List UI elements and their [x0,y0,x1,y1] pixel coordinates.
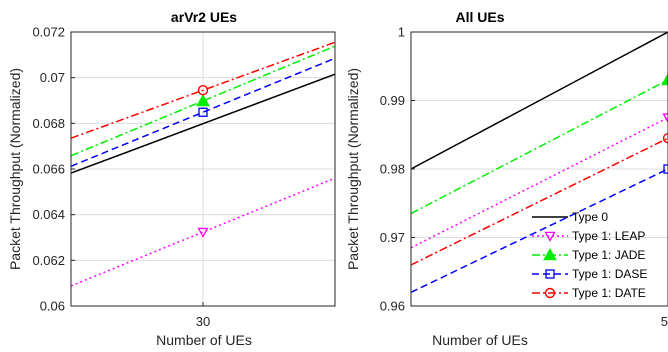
chart-right-series-type-1-leap [411,116,668,249]
legend-label-type-1-leap: Type 1: LEAP [572,229,645,243]
chart-left-marker-type-1-jade [196,93,210,107]
legend-marker-type-1-dase [545,269,555,279]
chart-right-xtick-label: 50 [661,314,668,329]
chart-right-series-type-1-jade [411,79,668,215]
chart-right-series-type-0 [411,32,668,170]
chart-right-ticks: 0.96 0.97 0.98 0.99 1 50 [380,25,668,329]
chart-right-ytick-label: 0.98 [380,162,405,177]
chart-right-marker-type-1-dase [663,164,668,174]
chart-left-series-lines [71,41,335,287]
chart-left-ytick-label: 0.07 [40,70,65,85]
chart-right-series-lines [411,32,668,293]
chart-left-marker-type-1-date [197,85,209,96]
chart-left-marker-type-1-dase [198,107,208,117]
legend-marker-type-1-date [544,287,556,299]
chart-left-title: arVr2 UEs [171,9,237,25]
chart-left-ytick-label: 0.064 [32,207,65,222]
chart-right-marker-type-1-leap [662,113,668,124]
legend-label-type-1-date: Type 1: DATE [572,286,646,300]
chart-left-ylabel: Packet Throughput (Normalized) [7,68,23,270]
chart-left-series-type-0 [71,73,335,174]
legend-label-type-1-dase: Type 1: DASE [572,267,647,281]
legend-label-type-0: Type 0 [572,210,608,224]
legend-label-type-1-jade: Type 1: JADE [572,248,645,262]
chart-right-legend: Type 0 Type 1: LEAP Type 1: JADE Type 1: DA… [532,210,647,300]
chart-right-series-type-1-dase [411,168,668,293]
chart-left: arVr2 UEs Number of UEs Packet Throughpu… [7,9,336,348]
chart-left-series [71,41,335,287]
chart-left-xlabel: Number of UEs [156,332,252,348]
chart-right-ytick-label: 0.96 [380,299,405,314]
chart-left-series-type-1-date [71,41,335,139]
chart-left-ticks: 0.06 0.062 0.064 0.066 0.068 0.07 0.072 30 [32,25,210,330]
chart-left-ytick-label: 0.066 [32,162,65,177]
chart-right: All UEs Number of UEs Packet Throughput … [345,9,668,348]
chart-left-series-type-1-dase [71,57,335,167]
legend-marker-type-1-jade [543,247,557,261]
chart-left-ytick-label: 0.068 [32,116,65,131]
chart-right-marker-type-1-date [662,132,668,144]
chart-left-marker-type-1-leap [197,227,209,238]
chart-right-series [411,32,668,293]
chart-left-ytick-label: 0.06 [40,299,65,314]
chart-right-xlabel: Number of UEs [432,332,528,348]
chart-right-ytick-label: 1 [398,25,405,40]
chart-left-ytick-label: 0.062 [32,253,65,268]
chart-left-ytick-label: 0.072 [32,25,65,40]
chart-right-title: All UEs [455,9,504,25]
chart-right-ytick-label: 0.97 [380,230,405,245]
chart-left-xtick-label: 30 [196,314,210,329]
chart-right-ylabel: Packet Throughput (Normalized) [345,68,361,270]
chart-right-marker-type-1-jade [661,72,668,86]
legend-marker-type-1-leap [544,231,556,242]
chart-right-ytick-label: 0.99 [380,93,405,108]
